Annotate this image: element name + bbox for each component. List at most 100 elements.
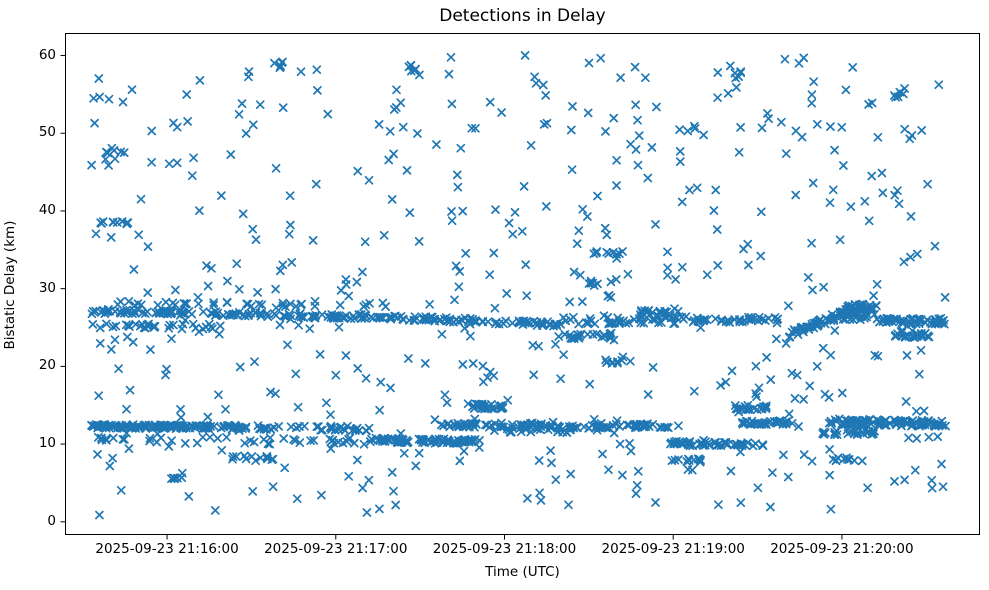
scatter-point [702,270,712,280]
scatter-point [403,437,413,447]
scatter-point [127,422,137,431]
scatter-point [458,360,468,369]
scatter-point [345,433,355,443]
scatter-point [578,204,588,214]
scatter-point [413,129,422,138]
scatter-point [585,379,595,389]
scatter-point [124,297,134,306]
scatter-point [805,381,815,391]
scatter-point [122,218,132,228]
scatter-point [110,335,120,345]
scatter-point [317,490,326,500]
x-tick-label: 2025-09-23 21:16:00 [95,541,239,557]
scatter-point [785,332,795,342]
scatter-point [156,433,166,443]
scatter-point [639,318,649,328]
y-tick-label: 20 [38,357,56,374]
scatter-point [515,424,524,434]
scatter-point [670,319,680,328]
scatter-point [616,73,625,82]
scatter-point [113,300,123,309]
scatter-point [124,321,133,330]
scatter-point [763,109,772,118]
x-axis-label: Time (UTC) [485,564,560,580]
scatter-point [642,307,652,317]
scatter-point [879,314,888,324]
scatter-point [890,477,899,486]
scatter-point [689,386,699,396]
scatter-point [341,280,351,289]
scatter-point [481,420,490,430]
scatter-point [485,270,495,280]
scatter-point [837,388,847,398]
scatter-point [757,123,767,133]
scatter-point [177,324,187,334]
scatter-point [108,453,117,463]
scatter-point [508,420,517,429]
scatter-point [119,308,129,318]
scatter-point [878,188,888,198]
scatter-point [544,320,554,329]
scatter-point [275,320,285,330]
scatter-point [572,239,582,248]
scatter-point [940,293,950,302]
scatter-point [781,339,791,348]
scatter-point [352,277,362,287]
scatter-point [716,381,725,390]
scatter-point [930,241,940,251]
scatter-point [447,99,457,109]
scatter-point [404,354,413,363]
scatter-point [604,465,613,475]
scatter-point [317,425,327,435]
scatter-point [256,453,265,463]
scatter-point [792,370,802,380]
scatter-point [365,437,375,446]
scatter-point [541,91,551,100]
scatter-point [399,448,409,458]
scatter-point [209,421,219,431]
scatter-point [880,417,890,426]
scatter-point [198,432,208,442]
scatter-point [432,140,441,149]
scatter-point [551,339,560,349]
scatter-point [118,97,128,107]
scatter-point [88,320,98,329]
scatter-point [621,318,631,328]
scatter-point [353,455,362,465]
scatter-point [813,321,823,330]
scatter-point [860,196,870,206]
scatter-point [849,456,859,465]
scatter-point [206,308,216,318]
scatter-point [171,285,180,295]
scatter-point [164,442,174,451]
scatter-point [241,454,251,464]
scatter-point [715,439,724,448]
scatter-point [240,438,250,448]
scatter-point [411,64,420,74]
scatter-point [611,275,621,284]
scatter-point [104,161,113,170]
scatter-point [97,421,107,430]
scatter-point [812,361,822,371]
scatter-point [656,309,665,318]
scatter-point [217,445,227,455]
scatter-point [289,435,298,444]
scatter-point [381,302,390,311]
scatter-point [892,314,901,324]
scatter-point [574,319,583,329]
scatter-point [278,57,287,67]
scatter-point [116,147,126,157]
scatter-point [736,498,746,508]
scatter-point [346,314,356,323]
scatter-point [591,248,601,258]
scatter-point [747,416,757,426]
scatter-point [262,425,271,434]
scatter-point [97,219,106,228]
scatter-point [685,185,694,195]
scatter-point [281,302,290,311]
scatter-point [209,298,219,307]
scatter-point [359,302,369,311]
scatter-point [455,267,465,276]
scatter-point [285,191,295,201]
scatter-point [88,306,98,316]
